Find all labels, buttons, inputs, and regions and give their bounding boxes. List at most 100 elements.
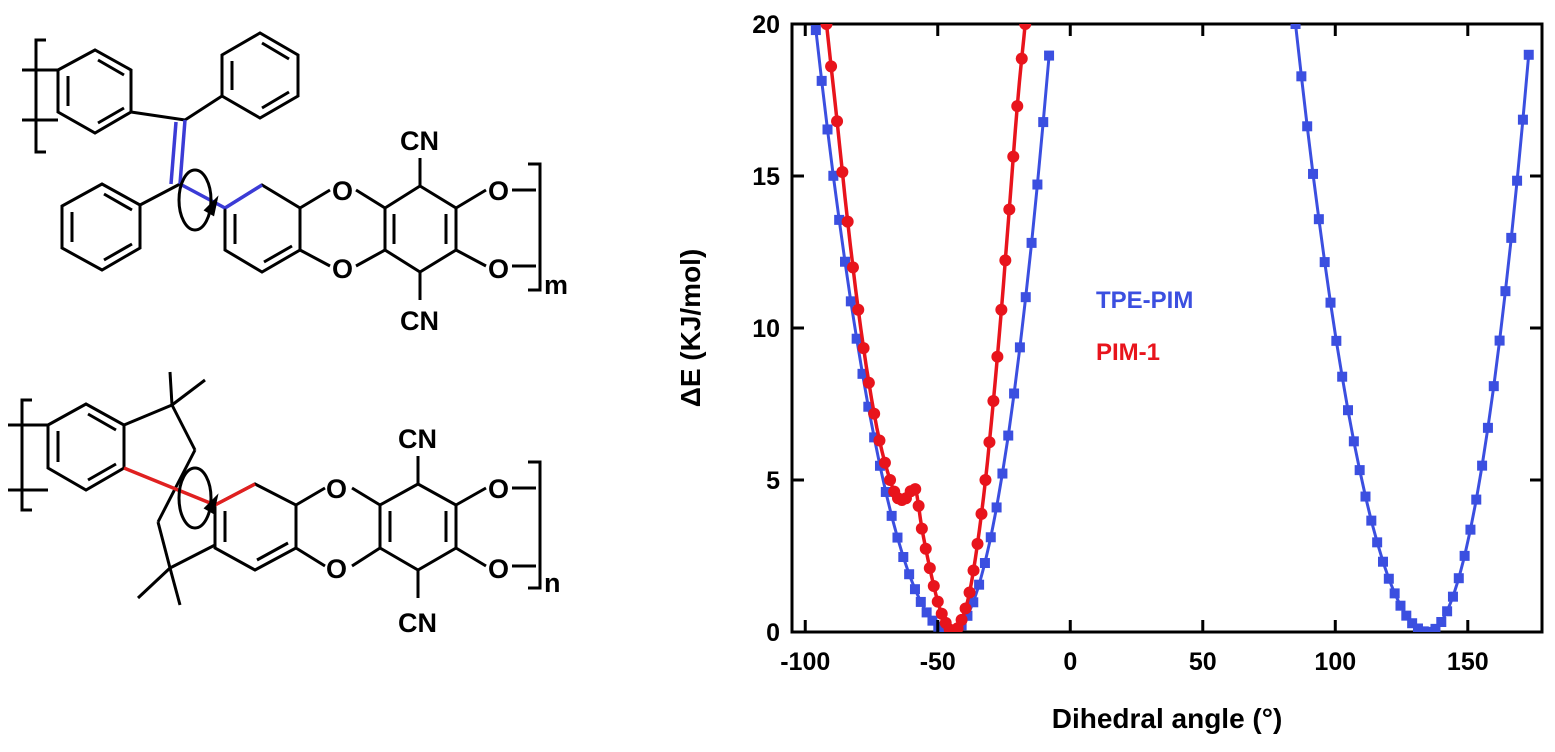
tpe-pim-point (810, 25, 821, 36)
pim-1-point (935, 607, 948, 620)
y-axis-label: ΔE (KJ/mol) (675, 249, 706, 408)
oxygen-label: O (326, 474, 347, 504)
x-axis-ticks: -100 -50 0 50 100 150 (780, 24, 1489, 676)
oxygen-label: O (332, 176, 353, 206)
tpe-pim-point (1465, 524, 1476, 535)
tpe-pim-point (1348, 436, 1359, 447)
x-tick-label: 0 (1063, 648, 1077, 676)
pim-1-point (912, 499, 925, 512)
tpe-pim-point (1383, 573, 1394, 584)
pim-1-point (878, 456, 891, 469)
tpe-pim-point (1482, 422, 1493, 433)
tpe-pim-structure (22, 31, 542, 300)
tpe-pim-point (1038, 117, 1049, 128)
tpe-pim-point (1407, 618, 1418, 629)
legend-label-pim-1: PIM-1 (1096, 339, 1160, 366)
tpe-pim-point (1360, 491, 1371, 502)
x-tick-label: -100 (780, 648, 830, 676)
tpe-pim-point (886, 510, 897, 521)
pim-1-point (857, 342, 870, 355)
tpe-rotating-bond (169, 119, 263, 210)
tpe-pim-point (1290, 24, 1301, 29)
pim-1-point (975, 507, 988, 520)
tpe-pim-point (1418, 626, 1429, 632)
tpe-pim-point (1447, 591, 1458, 602)
tpe-pim-point (1308, 168, 1319, 179)
tpe-pim-point (909, 584, 920, 595)
tpe-pim-point (1401, 610, 1412, 621)
tpe-pim-point (898, 552, 909, 563)
pim-1-point (931, 595, 944, 608)
oxygen-label: O (332, 254, 353, 284)
pim-1-point (983, 436, 996, 449)
tpe-pim-point (1014, 342, 1025, 353)
tpe-pim-point (1430, 623, 1441, 632)
tpe-pim-point (869, 432, 880, 443)
tpe-pim-point (1500, 286, 1511, 297)
x-axis-label: Dihedral angle (°) (1052, 703, 1283, 734)
tpe-pim-point (979, 558, 990, 569)
pim-1-point (927, 580, 940, 593)
tpe-pim-point (892, 532, 903, 543)
tpe-pim-point (1424, 626, 1435, 632)
pim-1-point (995, 303, 1008, 316)
tpe-pim-point (985, 532, 996, 543)
plot-content (810, 24, 1534, 632)
legend-label-tpe-pim: TPE-PIM (1096, 287, 1193, 314)
pim-1-point (923, 562, 936, 575)
pim-1-point (868, 407, 881, 420)
tpe-pim-point (822, 124, 833, 135)
repeat-bracket-right (528, 460, 542, 590)
pim-1-point (1007, 150, 1020, 163)
oxygen-label: O (326, 554, 347, 584)
tpe-pim-point (1026, 237, 1037, 248)
y-tick-label: 15 (752, 163, 780, 191)
y-axis-ticks: 0 5 10 15 20 (752, 11, 1542, 647)
tpe-pim-point (974, 579, 985, 590)
tpe-pim-point (1494, 335, 1505, 346)
tpe-pim-point (1044, 50, 1055, 61)
pim-1-point (1003, 203, 1016, 216)
pim-1-point (919, 542, 932, 555)
tpe-pim-point (1471, 494, 1482, 505)
tpe-pim-point (1442, 606, 1453, 617)
y-tick-label: 5 (766, 467, 780, 495)
tpe-pim-point (1325, 297, 1336, 308)
pim-1-point (1019, 24, 1032, 30)
tpe-pim-point (1366, 515, 1377, 526)
tpe-pim-point (857, 368, 868, 379)
pim-1-point (963, 586, 976, 599)
pim-1-point (1011, 100, 1024, 113)
tpe-pim-point (1477, 460, 1488, 471)
pim-1-point (979, 474, 992, 486)
tpe-pim-point (1302, 121, 1313, 132)
tpe-pim-point (991, 502, 1002, 513)
oxygen-label: O (488, 554, 509, 584)
tpe-pim-point (1523, 49, 1534, 60)
tpe-pim-point (962, 610, 973, 621)
tpe-pim-point (1395, 600, 1406, 611)
pim-1-point (1015, 52, 1028, 65)
tpe-pim-point (863, 401, 874, 412)
oxygen-label: O (488, 176, 509, 206)
tpe-pim-point (1343, 405, 1354, 416)
pim-1-point (846, 261, 859, 274)
tpe-pim-line-segment (814, 29, 1051, 632)
repeat-bracket-left (20, 398, 32, 512)
tpe-pim-point (921, 607, 932, 618)
pim-1-point (959, 602, 972, 615)
tpe-pim-point (1032, 179, 1043, 190)
pim-1-point (841, 215, 854, 228)
tpe-pim-point (927, 615, 938, 626)
tpe-pim-point (1506, 232, 1517, 243)
tpe-pim-point (1488, 381, 1499, 392)
tpe-pim-point (1296, 71, 1307, 82)
pim-1-point (825, 60, 838, 73)
rotation-arrow-icon (177, 168, 219, 232)
tpe-pim-point (1372, 537, 1383, 548)
cn-label: CN (398, 608, 437, 638)
tpe-pim-point (1020, 292, 1031, 303)
pim-1-rotating-bond (123, 466, 256, 507)
pim-1-point (987, 394, 1000, 407)
